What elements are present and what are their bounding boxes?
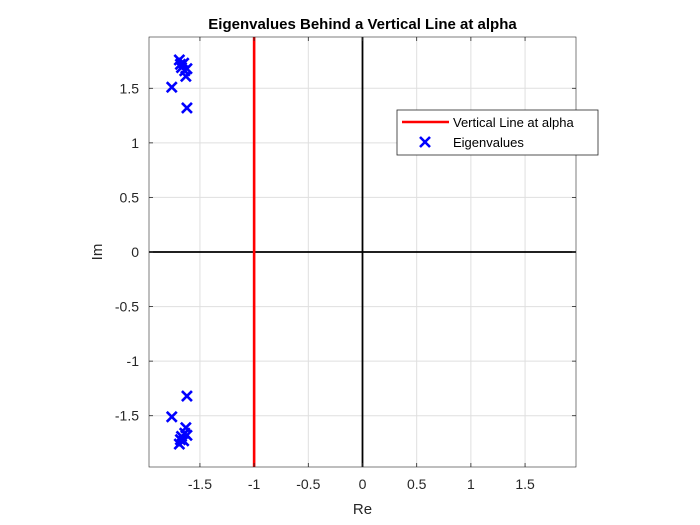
x-tick-label: 1.5 [515, 476, 535, 492]
y-tick-label: -1 [127, 353, 140, 369]
x-tick-label: -1 [248, 476, 261, 492]
series-layer [165, 37, 256, 467]
legend-x-marker [419, 136, 431, 148]
eigenvalue-point [181, 62, 193, 75]
y-axis-label: Im [89, 244, 106, 261]
eigenvalue-point [174, 433, 187, 446]
x-tick-label: -1.5 [188, 476, 212, 492]
eigenvalue-point [181, 102, 193, 114]
x-tick-label: 0.5 [407, 476, 427, 492]
x-tick-label: 0 [359, 476, 367, 492]
eigenvalue-point [181, 429, 193, 442]
y-tick-label: -1.5 [115, 408, 139, 424]
x-tick-label: -0.5 [296, 476, 320, 492]
legend-marker-label: Eigenvalues [453, 135, 524, 150]
eigenvalue-point [174, 58, 187, 71]
y-tick-label: 1 [131, 135, 139, 151]
x-tick-label: 1 [467, 476, 475, 492]
reference-axes [149, 37, 576, 467]
eigenvalue-point [165, 81, 178, 94]
y-tick-label: 0 [131, 244, 139, 260]
x-axis-label: Re [353, 501, 372, 518]
eigenvalue-point [181, 390, 193, 402]
chart-title: Eigenvalues Behind a Vertical Line at al… [208, 16, 517, 33]
tick-labels: -1.5 -1 -0.5 0 0.5 1 1.5 -1.5 -1 -0.5 0 0.5 1 1.5 [115, 37, 576, 492]
legend: Vertical Line at alpha Eigenvalues [396, 109, 599, 156]
y-tick-label: 0.5 [120, 189, 140, 205]
legend-x-marker-icon [419, 136, 431, 148]
eigenvalue-point [165, 410, 178, 423]
y-tick-label: -0.5 [115, 299, 139, 315]
y-tick-label: 1.5 [120, 80, 140, 96]
legend-line-label: Vertical Line at alpha [453, 115, 574, 130]
legend-box [396, 109, 599, 156]
